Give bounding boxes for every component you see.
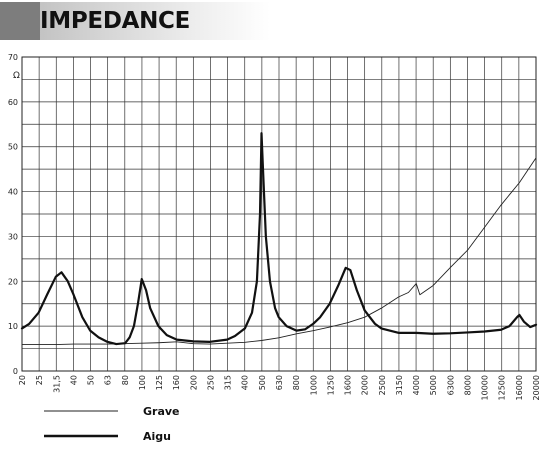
x-tick-label: 315 [224, 375, 233, 390]
y-tick-label: 70 [8, 53, 18, 62]
x-tick-label: 4000 [412, 375, 421, 395]
y-tick-label: 60 [8, 98, 18, 107]
x-tick-label: 20000 [532, 375, 541, 400]
x-tick-label: 630 [275, 375, 284, 390]
x-tick-label: 80 [121, 375, 130, 385]
y-tick-label: 50 [8, 143, 18, 152]
y-axis-tick-labels: 0 10 20 30 40 50 60 70 [8, 53, 18, 376]
y-tick-label: 30 [8, 232, 18, 241]
x-tick-label: 6300 [446, 375, 455, 395]
page-title: IMPEDANCE [40, 8, 191, 34]
x-tick-label: 1000 [309, 375, 318, 395]
x-tick-label: 400 [241, 375, 250, 390]
x-tick-label: 63 [104, 375, 113, 385]
x-tick-label: 3150 [395, 375, 404, 395]
x-tick-label: 2500 [378, 375, 387, 395]
x-tick-label: 5000 [429, 375, 438, 395]
title-accent-block [0, 2, 40, 40]
x-tick-label: 1250 [326, 375, 335, 395]
x-tick-label: 100 [138, 375, 147, 390]
plot-frame [21, 56, 537, 372]
y-tick-label: 10 [8, 322, 18, 331]
chart-series [20, 132, 538, 346]
chart-grid [21, 56, 537, 372]
x-tick-label: 40 [69, 375, 78, 385]
x-tick-label: 25 [35, 375, 44, 385]
x-tick-label: 250 [206, 375, 215, 390]
legend-label-aigu: Aigu [143, 430, 171, 443]
legend-label-grave: Grave [143, 405, 180, 418]
header: IMPEDANCE [0, 0, 544, 44]
y-tick-label: 40 [8, 188, 18, 197]
series-line-aigu [20, 132, 538, 346]
x-tick-label: 2000 [361, 375, 370, 395]
x-tick-label: 500 [258, 375, 267, 390]
x-tick-label: 8000 [463, 375, 472, 395]
x-tick-label: 200 [189, 375, 198, 390]
x-tick-label: 160 [172, 375, 181, 390]
x-tick-label: 50 [87, 375, 96, 385]
y-tick-label: 20 [8, 277, 18, 286]
x-tick-label: 12500 [498, 375, 507, 400]
y-tick-label: 0 [13, 367, 18, 376]
plot-border [21, 56, 537, 372]
x-tick-label: 125 [155, 375, 164, 390]
x-tick-label: 800 [292, 375, 301, 390]
x-tick-label: 31,5 [52, 375, 61, 393]
x-tick-label: 16000 [515, 375, 524, 400]
y-axis-unit-label: Ω [13, 71, 20, 81]
title-banner [0, 2, 270, 40]
x-tick-label: 20 [18, 375, 27, 385]
x-axis-tick-labels: 20 25 31,5 40 50 63 80 100 125 160 200 250 315 400 500… [18, 375, 541, 400]
chart-legend: Grave Aigu [44, 405, 180, 443]
x-tick-label: 10000 [481, 375, 490, 400]
x-tick-label: 1600 [344, 375, 353, 395]
